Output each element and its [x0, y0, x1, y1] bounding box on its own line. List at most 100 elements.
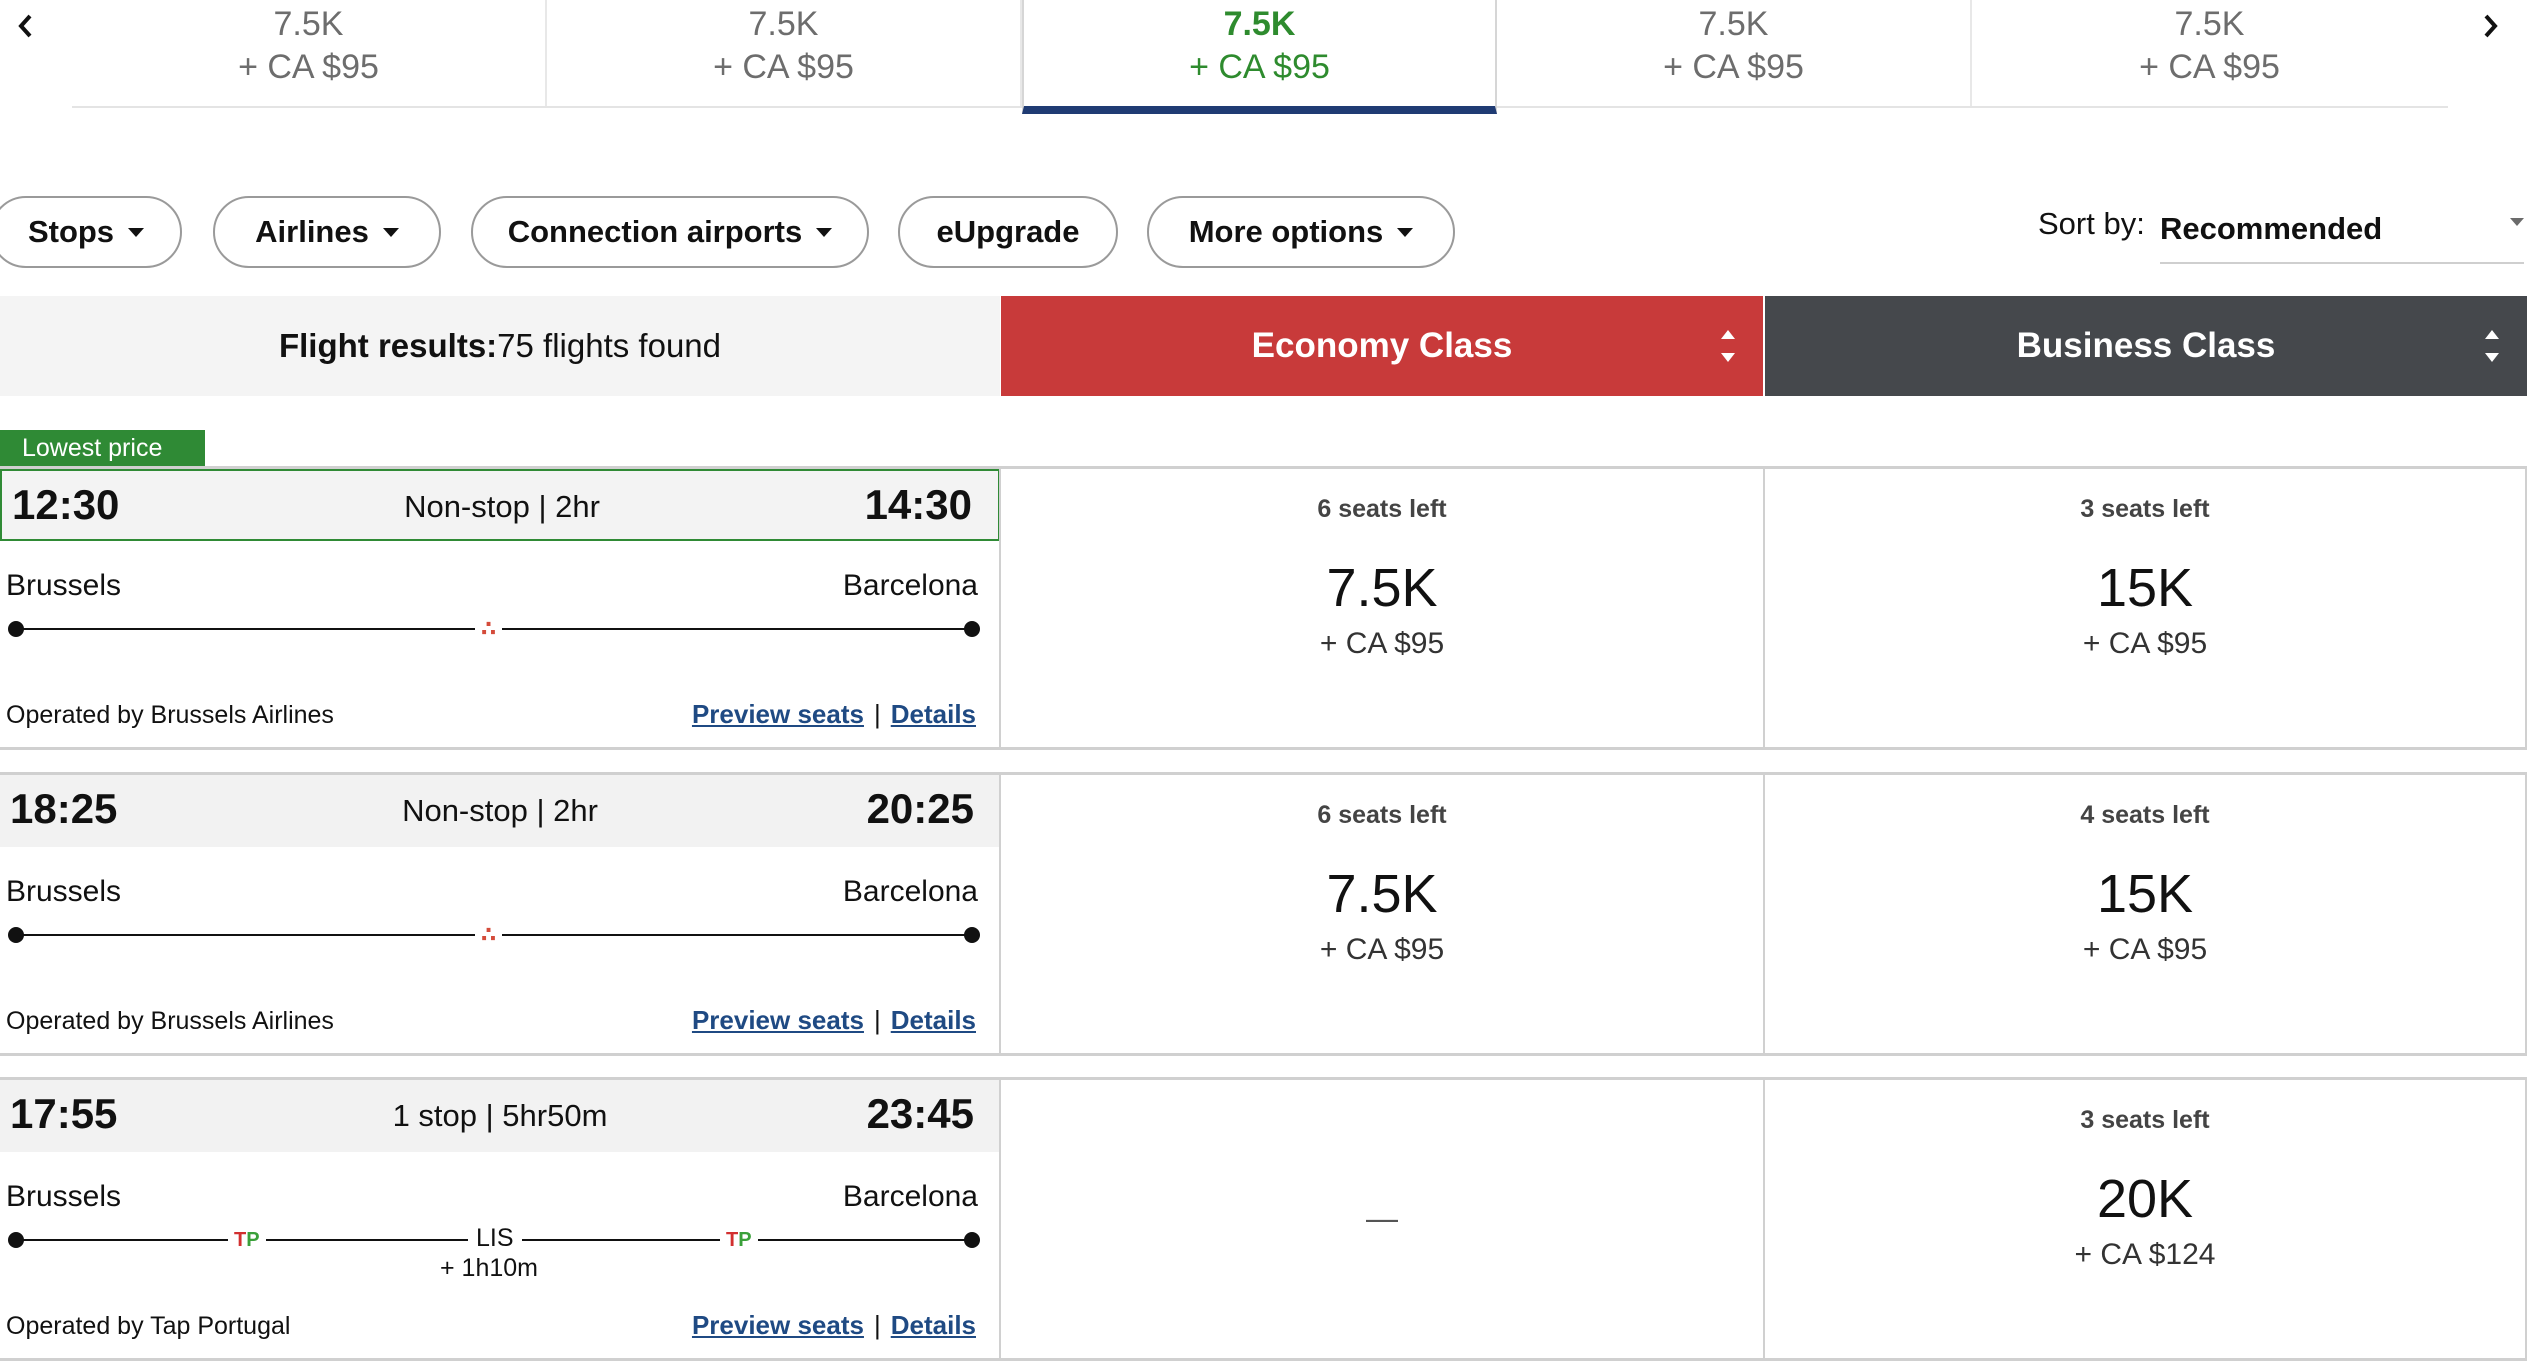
date-option-fee: + CA $95	[238, 48, 379, 86]
stops-filter-button[interactable]: Stops	[0, 196, 182, 268]
preview-seats-link[interactable]: Preview seats	[691, 699, 864, 729]
date-option[interactable]: 7.5K + CA $95	[547, 0, 1022, 106]
business-class-header[interactable]: Business Class	[1765, 296, 2527, 396]
date-option-points: 7.5K	[2174, 5, 2245, 43]
origin-dot	[8, 1232, 24, 1248]
date-list: 7.5K + CA $95 7.5K + CA $95 7.5K + CA $9…	[72, 0, 2448, 114]
fare-fee: + CA $95	[1319, 933, 1445, 966]
caret-down-icon	[128, 227, 145, 237]
economy-class-label: Economy Class	[1251, 326, 1513, 365]
departure-time: 17:55	[10, 1090, 118, 1137]
airlines-filter-label: Airlines	[255, 214, 369, 249]
origin-city: Brussels	[6, 1180, 122, 1213]
departure-time: 12:30	[12, 481, 120, 528]
caret-down-icon	[2510, 218, 2524, 226]
fare-unavailable: —	[1366, 1200, 1398, 1236]
operated-by: Operated by Tap Portugal	[6, 1312, 291, 1340]
flight-summary: 1 stop | 5hr50m	[392, 1098, 608, 1133]
caret-down-icon	[382, 227, 399, 237]
arrival-time: 14:30	[864, 481, 972, 528]
details-link[interactable]: Details	[890, 699, 976, 729]
destination-city: Barcelona	[842, 1180, 978, 1213]
business-fare-cell[interactable]: 3 seats left 20K + CA $124	[1763, 1080, 2527, 1358]
flight-row: 18:25 Non-stop | 2hr 20:25 Brussels Barc…	[0, 772, 2527, 1056]
economy-fare-cell[interactable]: 6 seats left 7.5K + CA $95	[999, 775, 1763, 1053]
route-line: ∴	[8, 921, 980, 949]
flight-info: 18:25 Non-stop | 2hr 20:25 Brussels Barc…	[0, 775, 1000, 1053]
eupgrade-filter-button[interactable]: eUpgrade	[898, 196, 1118, 268]
airlines-filter-button[interactable]: Airlines	[213, 196, 441, 268]
layover-duration: + 1h10m	[440, 1254, 538, 1282]
business-fare-cell[interactable]: 4 seats left 15K + CA $95	[1763, 775, 2527, 1053]
destination-city: Barcelona	[842, 569, 978, 602]
preview-seats-link[interactable]: Preview seats	[691, 1005, 864, 1035]
flight-info: 12:30 Non-stop | 2hr 14:30 Brussels Barc…	[0, 469, 1000, 747]
results-count: 75 flights found	[497, 327, 722, 364]
fare-fee: + CA $95	[2082, 627, 2208, 660]
date-option-points: 7.5K	[273, 5, 344, 43]
connection-airports-filter-label: Connection airports	[507, 214, 803, 249]
fare-points: 7.5K	[1326, 864, 1438, 924]
sort-select[interactable]: Recommended	[2160, 196, 2524, 264]
origin-dot	[8, 621, 24, 637]
destination-dot	[964, 621, 980, 637]
flight-summary: Non-stop | 2hr	[402, 793, 598, 828]
date-option-points: 7.5K	[1698, 5, 1769, 43]
date-option-fee: + CA $95	[2139, 48, 2280, 86]
flight-row: 17:55 1 stop | 5hr50m 23:45 Brussels Bar…	[0, 1077, 2527, 1361]
flight-time-bar: 12:30 Non-stop | 2hr 14:30	[0, 469, 1000, 541]
departure-time: 18:25	[10, 785, 118, 832]
results-label: Flight results:	[278, 327, 498, 364]
connection-airports-filter-button[interactable]: Connection airports	[471, 196, 869, 268]
date-option[interactable]: 7.5K + CA $95	[72, 0, 547, 106]
date-option-fee: + CA $95	[713, 48, 854, 86]
economy-class-header[interactable]: Economy Class	[1001, 296, 1763, 396]
flight-time-bar: 17:55 1 stop | 5hr50m 23:45	[0, 1080, 1000, 1152]
flight-time-bar: 18:25 Non-stop | 2hr 20:25	[0, 775, 1000, 847]
destination-city: Barcelona	[842, 875, 978, 908]
business-class-label: Business Class	[2016, 326, 2276, 365]
date-option-selected[interactable]: 7.5K + CA $95	[1022, 0, 1497, 114]
sort-arrows-icon	[2485, 330, 2499, 362]
operated-by: Operated by Brussels Airlines	[6, 1007, 334, 1035]
economy-fare-cell[interactable]: 6 seats left 7.5K + CA $95	[999, 469, 1763, 747]
chevron-right-icon[interactable]	[2470, 6, 2510, 46]
date-option-fee: + CA $95	[1189, 48, 1330, 86]
brussels-airlines-logo-icon: ∴	[475, 921, 503, 949]
flight-info: 17:55 1 stop | 5hr50m 23:45 Brussels Bar…	[0, 1080, 1000, 1358]
route-line: ∴	[8, 615, 980, 643]
arrival-time: 23:45	[866, 1090, 974, 1137]
sort-arrows-icon	[1721, 330, 1735, 362]
chevron-left-icon[interactable]	[6, 6, 46, 46]
sort-label: Sort by:	[2038, 206, 2145, 241]
lowest-price-badge: Lowest price	[0, 430, 205, 466]
origin-dot	[8, 927, 24, 943]
business-fare-cell[interactable]: 3 seats left 15K + CA $95	[1763, 469, 2527, 747]
origin-city: Brussels	[6, 569, 122, 602]
date-carousel: 7.5K + CA $95 7.5K + CA $95 7.5K + CA $9…	[0, 0, 2536, 116]
flight-links: Preview seats | Details	[691, 1310, 976, 1340]
fare-points: 7.5K	[1326, 558, 1438, 618]
date-option[interactable]: 7.5K + CA $95	[1497, 0, 1972, 106]
caret-down-icon	[1397, 227, 1414, 237]
origin-city: Brussels	[6, 875, 122, 908]
fare-fee: + CA $95	[1319, 627, 1445, 660]
stop-airport-code: LIS	[468, 1224, 522, 1253]
date-option-fee: + CA $95	[1663, 48, 1804, 86]
details-link[interactable]: Details	[890, 1310, 976, 1340]
fare-fee: + CA $124	[2074, 1238, 2216, 1271]
preview-seats-link[interactable]: Preview seats	[691, 1310, 864, 1340]
more-options-filter-button[interactable]: More options	[1147, 196, 1455, 268]
brussels-airlines-logo-icon: ∴	[475, 615, 503, 643]
results-header: Flight results: 75 flights found	[0, 296, 1000, 396]
details-link[interactable]: Details	[890, 1005, 976, 1035]
seats-left: 6 seats left	[1317, 801, 1447, 829]
date-option[interactable]: 7.5K + CA $95	[1972, 0, 2447, 106]
fare-points: 20K	[2096, 1169, 2194, 1229]
arrival-time: 20:25	[866, 785, 974, 832]
more-options-filter-label: More options	[1188, 214, 1384, 249]
caret-down-icon	[816, 227, 833, 237]
flight-row: 12:30 Non-stop | 2hr 14:30 Brussels Barc…	[0, 466, 2527, 750]
